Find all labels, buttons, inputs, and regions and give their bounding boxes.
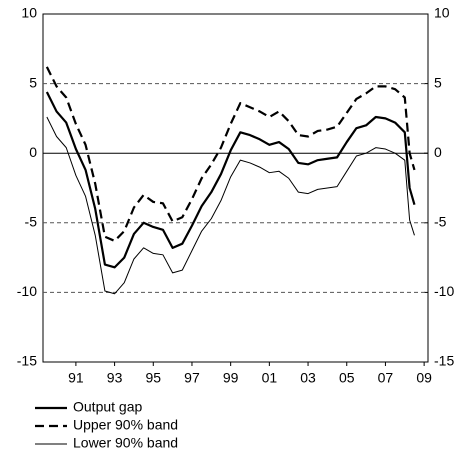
x-tick-label: 03 <box>300 370 316 386</box>
series-line <box>45 66 416 242</box>
y-tick-label: 5 <box>29 74 37 90</box>
y2-tick-label: 5 <box>434 74 442 90</box>
y-tick-label: -15 <box>17 353 37 369</box>
x-tick-label: 91 <box>68 370 84 386</box>
x-tick-label: 01 <box>262 370 278 386</box>
x-tick-label: 05 <box>339 370 355 386</box>
x-tick-label: 99 <box>223 370 239 386</box>
y2-tick-label: -5 <box>434 214 447 230</box>
x-tick-label: 93 <box>107 370 123 386</box>
y-tick-label: -5 <box>25 214 38 230</box>
x-tick-label: 97 <box>184 370 200 386</box>
y-tick-label: -10 <box>17 283 37 299</box>
legend-label: Lower 90% band <box>73 435 178 451</box>
x-tick-label: 95 <box>145 370 161 386</box>
y2-tick-label: 0 <box>434 144 442 160</box>
series-line <box>46 116 415 295</box>
y2-tick-label: -15 <box>434 353 454 369</box>
plot-frame <box>42 13 429 363</box>
series-line <box>45 91 416 269</box>
y-tick-label: 10 <box>21 5 37 21</box>
y2-tick-label: -10 <box>434 283 454 299</box>
x-tick-label: 09 <box>416 370 432 386</box>
y-tick-label: 0 <box>29 144 37 160</box>
y2-tick-label: 10 <box>434 5 450 21</box>
legend-label: Upper 90% band <box>73 417 178 433</box>
x-tick-label: 07 <box>378 370 394 386</box>
legend-label: Output gap <box>73 399 142 415</box>
